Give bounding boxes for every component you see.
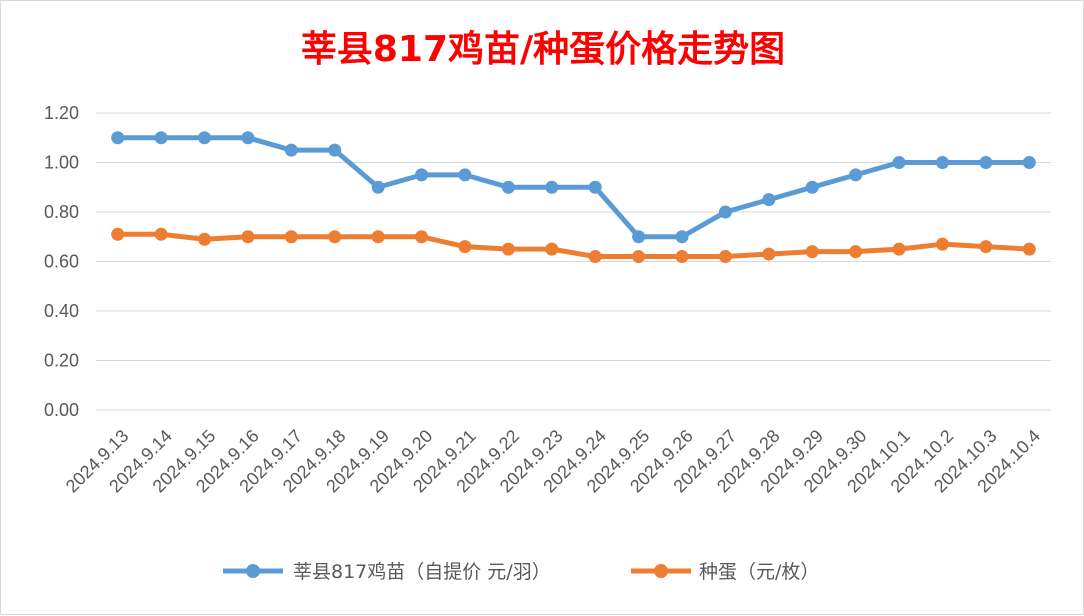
legend-item: 莘县817鸡苗（自提价 元/羽） [223, 561, 551, 583]
data-point [458, 168, 472, 182]
data-point [805, 180, 819, 194]
data-point [849, 245, 863, 259]
data-point [588, 250, 602, 264]
data-point [545, 180, 559, 194]
y-tick-label: 0.80 [44, 202, 79, 222]
data-point [718, 205, 732, 219]
data-point [588, 180, 602, 194]
legend-label: 种蛋（元/枚） [699, 561, 819, 583]
data-point [632, 230, 646, 244]
data-point [154, 227, 168, 241]
data-point [979, 240, 993, 254]
data-point [501, 180, 515, 194]
data-point [328, 230, 342, 244]
data-point [762, 247, 776, 261]
data-point [415, 230, 429, 244]
series-lines [111, 131, 1036, 264]
data-point [154, 131, 168, 145]
data-point [718, 250, 732, 264]
data-point [935, 237, 949, 251]
data-point [675, 250, 689, 264]
gridlines [96, 112, 1051, 411]
data-point [241, 230, 255, 244]
data-point [198, 232, 212, 246]
legend-dot-marker [246, 564, 260, 578]
data-point [328, 143, 342, 157]
data-point [1022, 156, 1036, 169]
series-2 [111, 227, 1036, 264]
data-point [892, 156, 906, 169]
y-tick-label: 1.00 [44, 153, 79, 173]
x-axis-ticks: 2024.9.132024.9.142024.9.152024.9.162024… [62, 426, 1044, 497]
data-point [284, 143, 298, 157]
data-point [632, 250, 646, 264]
chart-title: 莘县817鸡苗/种蛋价格走势图 [301, 29, 785, 70]
series-line [115, 231, 1032, 260]
data-point [892, 242, 906, 256]
y-tick-label: 0.40 [44, 301, 79, 321]
y-tick-label: 0.60 [44, 252, 79, 272]
data-point [501, 242, 515, 256]
series-1 [111, 131, 1036, 244]
legend-item: 种蛋（元/枚） [631, 561, 819, 583]
legend: 莘县817鸡苗（自提价 元/羽） 种蛋（元/枚） [223, 561, 819, 583]
data-point [458, 240, 472, 254]
data-point [762, 193, 776, 207]
data-point [935, 156, 949, 169]
data-point [675, 230, 689, 244]
series-line [115, 135, 1032, 240]
data-point [371, 180, 385, 194]
data-point [111, 131, 125, 145]
legend-dot-marker [654, 564, 668, 578]
data-point [849, 168, 863, 182]
data-point [415, 168, 429, 182]
data-point [545, 242, 559, 256]
legend-label: 莘县817鸡苗（自提价 元/羽） [293, 561, 551, 583]
y-axis-ticks: 0.00 0.20 0.40 0.60 0.80 1.00 1.20 [44, 103, 79, 420]
data-point [284, 230, 298, 244]
y-tick-label: 1.20 [44, 103, 79, 123]
data-point [979, 156, 993, 169]
data-point [371, 230, 385, 244]
data-point [241, 131, 255, 145]
data-point [198, 131, 212, 145]
data-point [111, 227, 125, 241]
y-tick-label: 0.00 [44, 400, 79, 420]
y-tick-label: 0.20 [44, 351, 79, 371]
data-point [1022, 242, 1036, 256]
data-point [805, 245, 819, 259]
